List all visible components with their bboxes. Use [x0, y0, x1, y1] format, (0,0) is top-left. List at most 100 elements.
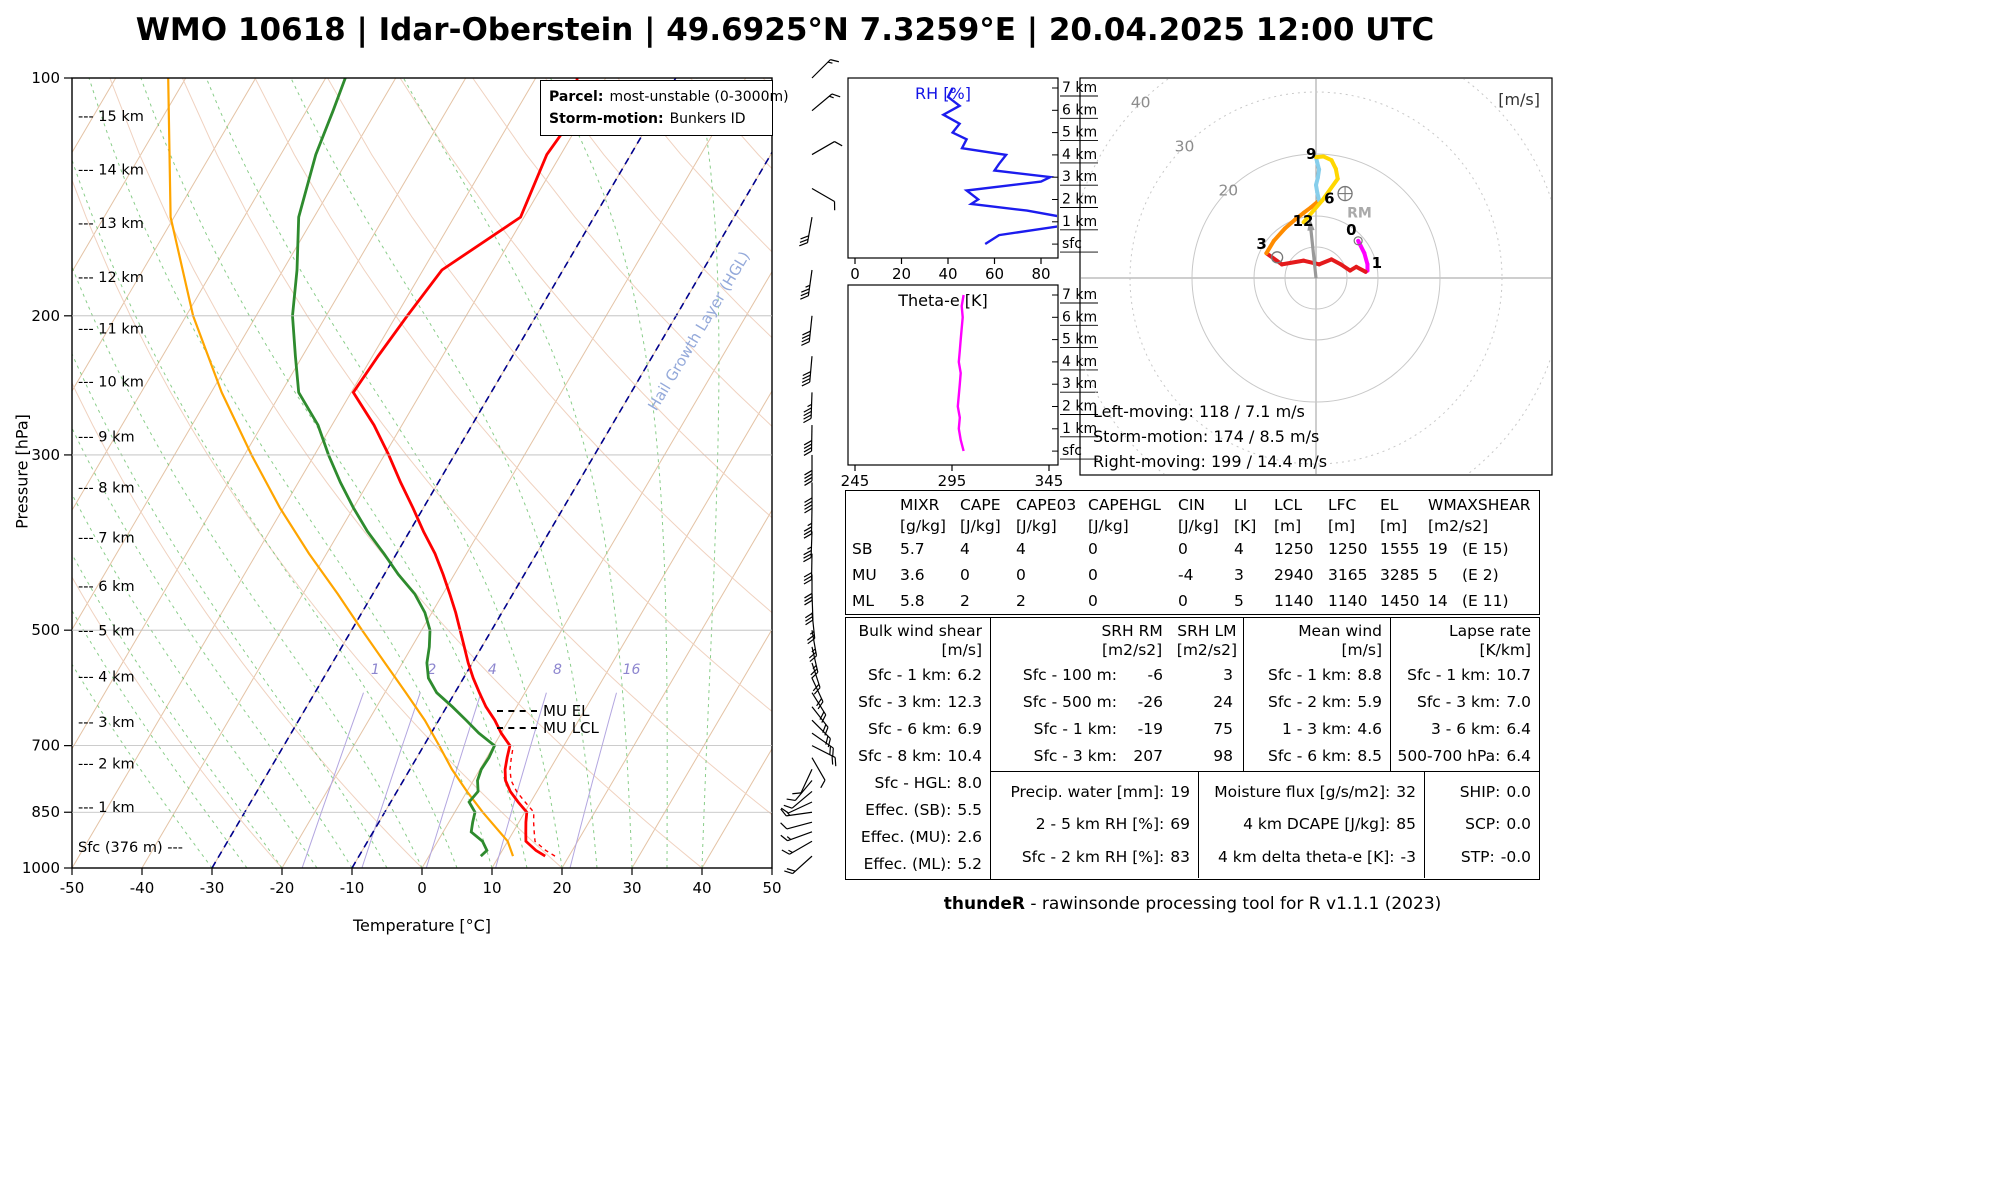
indices-col-name: LFC	[1328, 496, 1357, 514]
svg-text:--- 7 km: --- 7 km	[78, 531, 135, 547]
svg-text:10: 10	[482, 879, 501, 897]
mean-wind-header: Mean wind [m/s]	[1298, 622, 1382, 659]
param-row: Sfc - 8 km: 10.4	[858, 747, 982, 765]
svg-text:20: 20	[892, 265, 911, 283]
svg-text:20: 20	[552, 879, 571, 897]
storm-motion-text: Storm-motion: 174 / 8.5 m/s	[1093, 427, 1320, 446]
param-row: Sfc - 3 km: 12.3	[858, 693, 982, 711]
flux-column: Moisture flux [g/s/m2]: 32 4 km DCAPE [J/k…	[1199, 772, 1425, 878]
mu-el-label: MU EL	[543, 702, 590, 720]
footer-brand: thundeR	[943, 894, 1025, 914]
lapse-rate-section: Lapse rate [K/km] Sfc - 1 km: 10.7 Sfc - 3 k…	[1391, 618, 1539, 771]
indices-col-unit: [g/kg]	[900, 517, 946, 535]
indices-cell: 1555	[1380, 540, 1420, 558]
svg-text:8: 8	[553, 662, 562, 678]
svg-text:0: 0	[850, 265, 860, 283]
indices-wmaxshear-cell: 5 (E 2)	[1428, 566, 1499, 584]
indices-col-name: EL	[1380, 496, 1399, 514]
indices-col-unit: [m]	[1380, 517, 1408, 535]
svg-text:9: 9	[1306, 145, 1316, 163]
indices-col-name: MIXR	[900, 496, 940, 514]
param-row: Sfc - 6 km: 6.9	[867, 720, 982, 738]
svg-text:60: 60	[985, 265, 1004, 283]
svg-text:700: 700	[31, 737, 60, 755]
svg-text:-10: -10	[340, 879, 365, 897]
storm-motion-info: Left-moving: 118 / 7.1 m/s Storm-motion:…	[1093, 399, 1327, 474]
srh-row: Sfc - 3 km: 207 98	[1033, 747, 1233, 765]
svg-text:20: 20	[1218, 181, 1238, 199]
legend-parcel-row: Parcel: most-unstable (0-3000m)	[549, 86, 789, 108]
svg-text:80: 80	[1031, 265, 1050, 283]
param-row: Moisture flux [g/s/m2]: 32	[1214, 782, 1416, 801]
svg-text:850: 850	[31, 803, 60, 821]
indices-cell: 1140	[1274, 592, 1314, 610]
srh-section: SRH RM [m2/s2] SRH LM [m2/s2] Sfc - 100 m: -6…	[991, 618, 1244, 771]
svg-text:--- 10 km: --- 10 km	[78, 375, 144, 391]
indices-cell: 1140	[1328, 592, 1368, 610]
svg-text:1: 1	[371, 662, 380, 678]
indices-cell: 2940	[1274, 566, 1314, 584]
svg-text:245: 245	[841, 472, 870, 490]
indices-row-label: ML	[852, 592, 875, 610]
param-row: Sfc - 6 km: 8.5	[1267, 747, 1382, 765]
param-row: Sfc - 1 km: 8.8	[1267, 666, 1382, 684]
svg-text:--- 15 km: --- 15 km	[78, 109, 144, 125]
right-moving-text: Right-moving: 199 / 14.4 m/s	[1093, 452, 1328, 471]
footer-credit: thundeR - rawinsonde processing tool for…	[845, 894, 1540, 914]
svg-text:--- 11 km: --- 11 km	[78, 321, 144, 337]
indices-cell: 1250	[1274, 540, 1314, 558]
indices-cell: 0	[1088, 540, 1098, 558]
indices-col-unit: [J/kg]	[1178, 517, 1219, 535]
indices-wmaxshear-cell: 19 (E 15)	[1428, 540, 1509, 558]
param-row: Sfc - 2 km RH [%]: 83	[1021, 848, 1190, 867]
param-row: Effec. (ML): 5.2	[863, 855, 982, 873]
thetae-panel-title: Theta-e [K]	[898, 291, 988, 310]
indices-col-unit: [m]	[1274, 517, 1302, 535]
indices-cell: 0	[1088, 566, 1098, 584]
indices-cell: 0	[1178, 592, 1188, 610]
mu-el-dash	[497, 710, 537, 712]
indices-cell: 5.8	[900, 592, 925, 610]
lapse-rate-header: Lapse rate [K/km]	[1449, 622, 1531, 659]
indices-cell: 2	[1016, 592, 1026, 610]
indices-cell: 3.6	[900, 566, 925, 584]
svg-text:0: 0	[417, 879, 427, 897]
indices-col-unit: [m2/s2]	[1428, 517, 1489, 535]
svg-text:3: 3	[1256, 235, 1266, 253]
moisture-composite-section: Precip. water [mm]: 19 2 - 5 km RH [%]: 69 S…	[991, 771, 1539, 878]
srh-row: Sfc - 1 km: -19 75	[1033, 720, 1233, 738]
indices-cell: 0	[1178, 540, 1188, 558]
indices-row-label: SB	[852, 540, 873, 558]
indices-wmaxshear-cell: 14 (E 11)	[1428, 592, 1509, 610]
srh-row: Sfc - 500 m: -26 24	[1022, 693, 1233, 711]
rh-panel-title: RH [%]	[915, 84, 971, 103]
svg-text:12: 12	[1293, 212, 1314, 230]
srh-row: Sfc - 100 m: -6 3	[1022, 666, 1233, 684]
svg-text:--- 13 km: --- 13 km	[78, 216, 144, 232]
indices-col-name: LI	[1234, 496, 1248, 514]
legend-storm-label: Storm-motion:	[549, 111, 664, 127]
indices-cell: 0	[1088, 592, 1098, 610]
legend-storm-value: Bunkers ID	[669, 111, 746, 127]
indices-col-name: CIN	[1178, 496, 1205, 514]
svg-text:-20: -20	[270, 879, 295, 897]
svg-text:1000: 1000	[22, 859, 60, 877]
svg-text:16: 16	[623, 662, 641, 678]
bulk-wind-shear-section: Bulk wind shear [m/s] Sfc - 1 km: 6.2 Sfc - …	[846, 618, 991, 879]
svg-text:40: 40	[692, 879, 711, 897]
svg-text:--- 3 km: --- 3 km	[78, 715, 135, 731]
indices-cell: 0	[960, 566, 970, 584]
svg-text:-30: -30	[200, 879, 225, 897]
svg-text:30: 30	[1175, 137, 1195, 155]
param-row: Sfc - HGL: 8.0	[874, 774, 982, 792]
param-row: Sfc - 3 km: 7.0	[1416, 693, 1531, 711]
indices-col-unit: [K]	[1234, 517, 1257, 535]
indices-cell: 5	[1234, 592, 1244, 610]
indices-cell: 3	[1234, 566, 1244, 584]
svg-text:Sfc (376 m) ---: Sfc (376 m) ---	[78, 840, 183, 856]
pressure-axis-title: Pressure [hPa]	[12, 414, 32, 529]
param-row: 4 km DCAPE [J/kg]: 85	[1243, 815, 1416, 834]
param-row: SHIP: 0.0	[1459, 782, 1531, 801]
svg-text:6: 6	[1324, 190, 1334, 208]
